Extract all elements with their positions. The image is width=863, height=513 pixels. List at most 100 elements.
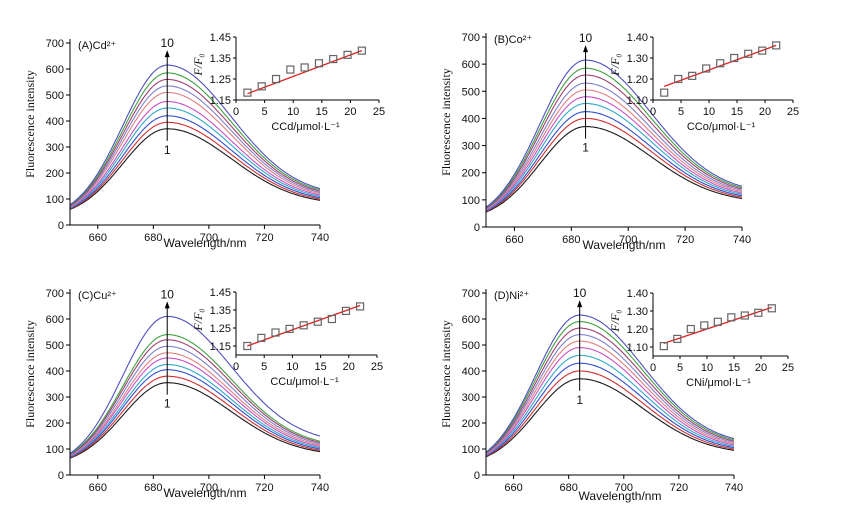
inset-y-axis-title: F/F₀ — [191, 53, 205, 76]
inset-point — [243, 88, 252, 97]
inset-y-tick-label: 1.20 — [627, 74, 648, 86]
series-line-3 — [69, 369, 321, 458]
curve-label-1: 1 — [164, 143, 171, 157]
inset-x-axis-title: CNi/μmol·L⁻¹ — [686, 377, 751, 389]
inset-fit-line — [247, 50, 363, 95]
inset-point — [700, 321, 709, 330]
x-tick-label: 740 — [725, 482, 743, 494]
inset-y-axis-title: F/F₀ — [608, 53, 622, 76]
y-tick-label: 500 — [46, 90, 64, 102]
curve-label-1: 1 — [164, 397, 171, 411]
arrow-head — [164, 301, 170, 309]
inset-point — [355, 302, 365, 311]
inset-point — [271, 74, 281, 84]
inset-y-tick-label: 1.10 — [627, 342, 648, 354]
inset-y-tick-label: 1.30 — [627, 53, 648, 65]
x-tick-label: 700 — [200, 482, 218, 494]
x-tick-label: 720 — [255, 232, 273, 244]
inset-x-axis-title: CCd/μmol·L⁻¹ — [271, 121, 340, 133]
y-tick-label: 200 — [46, 418, 64, 430]
inset-x-tick-label: 10 — [703, 106, 715, 118]
y-tick-label: 0 — [474, 222, 480, 234]
inset-point — [357, 46, 366, 55]
inset-y-tick-label: 1.30 — [627, 306, 648, 318]
panel-label: (B)Co²⁺ — [494, 34, 532, 46]
y-tick-label: 600 — [462, 314, 480, 326]
inset-point — [314, 59, 324, 68]
series-line-7 — [485, 334, 735, 455]
inset-point — [688, 71, 697, 80]
y-tick-label: 0 — [58, 220, 64, 232]
y-tick-label: 700 — [462, 288, 480, 300]
curve-label-10: 10 — [579, 31, 593, 45]
series-line-2 — [485, 370, 735, 457]
inset-y-tick-label: 1.35 — [210, 53, 231, 65]
arrow-head — [577, 300, 583, 308]
inset-point — [674, 74, 683, 84]
y-axis-title: Fluorescence intensity — [23, 320, 37, 428]
series-line-1 — [69, 382, 321, 459]
y-tick-label: 600 — [462, 59, 480, 71]
inset-point — [286, 65, 295, 74]
x-tick-label: 660 — [89, 482, 107, 494]
inset-x-tick-label: 10 — [287, 106, 299, 118]
x-axis-title: Wavelength/nm — [583, 238, 666, 252]
y-tick-label: 300 — [46, 392, 64, 404]
inset-point — [285, 324, 294, 333]
inset-x-tick-label: 15 — [731, 106, 743, 118]
x-tick-label: 720 — [255, 482, 273, 494]
x-axis-title: Wavelength/nm — [579, 489, 662, 503]
inset-fit-line — [247, 304, 361, 347]
series-line-3 — [485, 362, 735, 457]
y-tick-label: 300 — [46, 142, 64, 154]
inset-point — [257, 333, 266, 342]
inset-point — [740, 311, 749, 320]
inset-x-tick-label: 25 — [371, 361, 383, 373]
inset-y-tick-label: 1.25 — [210, 74, 231, 86]
arrow-head — [583, 45, 589, 53]
x-tick-label: 700 — [619, 234, 637, 246]
curve-label-1: 1 — [582, 141, 589, 155]
series-line-1 — [69, 128, 321, 210]
inset-x-axis-title: CCo/μmol·L⁻¹ — [687, 121, 756, 133]
x-tick-label: 680 — [144, 232, 162, 244]
y-tick-label: 200 — [462, 418, 480, 430]
series-line-3 — [69, 115, 321, 209]
y-tick-label: 200 — [462, 168, 480, 180]
inset-D: 0 5 10 15 20 25 1.10 1.20 1.30 1.40 F/F₀ CNi/μmol·L… — [608, 288, 794, 389]
inset-point — [257, 82, 266, 91]
inset-y-axis-title: F/F₀ — [608, 309, 622, 332]
series-line-2 — [69, 121, 321, 210]
x-tick-label: 700 — [615, 482, 633, 494]
panel-B: 660 680 700 720 7400100200300400500600700Wav… — [439, 31, 799, 252]
inset-y-tick-label: 1.35 — [210, 305, 231, 317]
inset-point — [660, 88, 669, 97]
inset-x-tick-label: 20 — [343, 361, 355, 373]
inset-point — [754, 308, 763, 317]
inset-x-tick-label: 10 — [286, 361, 298, 373]
inset-y-tick-label: 1.15 — [210, 341, 231, 353]
inset-x-tick-label: 25 — [373, 106, 385, 118]
x-tick-label: 680 — [144, 482, 162, 494]
series-line-7 — [485, 82, 743, 210]
y-tick-label: 100 — [462, 444, 480, 456]
inset-y-tick-label: 1.40 — [627, 32, 648, 44]
y-axis-title: Fluorescence intensity — [439, 68, 453, 176]
y-tick-label: 700 — [46, 38, 64, 50]
inset-x-axis-title: CCu/μmol·L⁻¹ — [270, 376, 339, 388]
inset-y-tick-label: 1.45 — [210, 32, 231, 44]
y-tick-label: 400 — [46, 366, 64, 378]
series-line-4 — [485, 354, 735, 456]
inset-y-tick-label: 1.25 — [210, 323, 231, 335]
curve-label-10: 10 — [161, 287, 175, 301]
y-tick-label: 400 — [46, 116, 64, 128]
inset-point — [329, 54, 338, 64]
inset-x-tick-label: 0 — [233, 106, 239, 118]
inset-point — [702, 64, 711, 73]
x-tick-label: 720 — [676, 234, 694, 246]
inset-y-tick-label: 1.45 — [210, 287, 231, 299]
inset-point — [341, 306, 351, 315]
inset-y-axis-title: F/F₀ — [191, 308, 205, 331]
y-axis-title: Fluorescence intensity — [23, 70, 37, 178]
y-tick-label: 100 — [46, 194, 64, 206]
